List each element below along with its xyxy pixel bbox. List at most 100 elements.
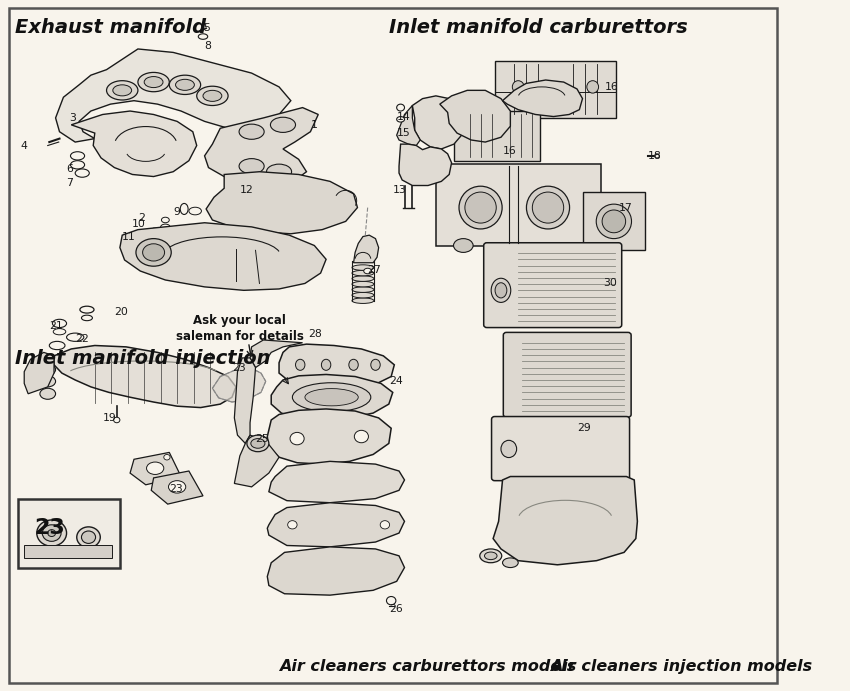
Text: 6: 6 (65, 164, 72, 174)
Polygon shape (397, 106, 420, 146)
Text: Ask your local
saleman for details: Ask your local saleman for details (176, 314, 303, 343)
FancyBboxPatch shape (491, 417, 630, 481)
Ellipse shape (352, 287, 374, 292)
Ellipse shape (397, 117, 405, 122)
Ellipse shape (143, 244, 165, 261)
Text: 1: 1 (310, 120, 317, 130)
Ellipse shape (321, 359, 331, 370)
Ellipse shape (290, 433, 304, 445)
Bar (24, 545, 112, 558)
Ellipse shape (164, 455, 170, 460)
Ellipse shape (502, 558, 518, 567)
Ellipse shape (305, 388, 358, 406)
Ellipse shape (287, 520, 298, 529)
Bar (18, 499, 120, 567)
Ellipse shape (348, 359, 358, 370)
Ellipse shape (352, 281, 374, 287)
Text: Inlet manifold injection: Inlet manifold injection (14, 349, 270, 368)
Ellipse shape (198, 34, 207, 39)
Ellipse shape (459, 186, 502, 229)
Text: 20: 20 (115, 307, 128, 317)
Text: 15: 15 (397, 128, 411, 138)
Ellipse shape (246, 435, 269, 452)
Ellipse shape (106, 81, 138, 100)
Ellipse shape (479, 549, 502, 562)
Text: 3: 3 (70, 113, 76, 123)
Text: 16: 16 (502, 146, 516, 156)
Ellipse shape (532, 192, 564, 223)
Ellipse shape (196, 86, 228, 106)
Polygon shape (267, 547, 405, 595)
Text: Inlet manifold carburettors: Inlet manifold carburettors (388, 18, 688, 37)
Ellipse shape (352, 276, 374, 281)
Ellipse shape (526, 186, 570, 229)
Polygon shape (493, 477, 638, 565)
Ellipse shape (82, 531, 95, 543)
Ellipse shape (454, 238, 473, 252)
Polygon shape (207, 172, 358, 234)
Ellipse shape (602, 210, 626, 233)
Ellipse shape (40, 364, 55, 375)
Ellipse shape (239, 124, 264, 140)
Text: 24: 24 (388, 377, 403, 386)
Ellipse shape (138, 73, 169, 92)
Ellipse shape (484, 552, 497, 560)
Ellipse shape (203, 91, 222, 102)
Polygon shape (269, 462, 405, 503)
Text: 27: 27 (368, 265, 382, 274)
Polygon shape (412, 96, 465, 149)
Ellipse shape (189, 207, 201, 215)
Ellipse shape (40, 376, 55, 387)
Ellipse shape (162, 217, 169, 223)
Ellipse shape (71, 161, 85, 169)
Polygon shape (354, 235, 378, 263)
Polygon shape (138, 227, 189, 257)
Text: 30: 30 (603, 278, 617, 288)
Ellipse shape (397, 104, 405, 111)
Ellipse shape (501, 440, 517, 457)
Text: Air cleaners carburettors models: Air cleaners carburettors models (279, 659, 576, 674)
Polygon shape (151, 471, 203, 504)
FancyBboxPatch shape (503, 332, 631, 417)
Ellipse shape (495, 283, 507, 298)
Ellipse shape (146, 462, 164, 475)
Ellipse shape (354, 430, 368, 443)
Text: 17: 17 (619, 202, 632, 213)
Text: Air cleaners injection models: Air cleaners injection models (550, 659, 812, 674)
Ellipse shape (113, 85, 132, 96)
Text: 28: 28 (308, 329, 322, 339)
Text: 7: 7 (65, 178, 72, 188)
Polygon shape (54, 346, 236, 408)
Polygon shape (439, 91, 510, 142)
Ellipse shape (296, 359, 305, 370)
Ellipse shape (42, 524, 61, 541)
Text: 2: 2 (138, 213, 145, 223)
Polygon shape (71, 111, 196, 176)
Ellipse shape (80, 306, 94, 313)
Polygon shape (279, 344, 394, 388)
Ellipse shape (654, 154, 660, 158)
Polygon shape (24, 352, 54, 394)
Ellipse shape (352, 265, 374, 270)
Text: 13: 13 (393, 185, 406, 196)
Ellipse shape (352, 292, 374, 298)
Ellipse shape (596, 204, 632, 238)
Ellipse shape (491, 278, 511, 303)
Polygon shape (267, 503, 405, 547)
Polygon shape (212, 368, 266, 402)
Text: Exhaust manifold: Exhaust manifold (14, 18, 206, 37)
Ellipse shape (380, 520, 389, 529)
Polygon shape (235, 358, 256, 444)
Ellipse shape (292, 383, 371, 412)
Polygon shape (271, 375, 393, 420)
Text: 16: 16 (604, 82, 618, 92)
Ellipse shape (76, 527, 100, 547)
Text: 12: 12 (240, 184, 253, 195)
FancyBboxPatch shape (495, 61, 616, 118)
Text: 5: 5 (203, 23, 210, 33)
Text: 18: 18 (648, 151, 661, 161)
Polygon shape (235, 435, 279, 487)
Ellipse shape (48, 529, 55, 536)
FancyBboxPatch shape (454, 111, 540, 161)
Ellipse shape (371, 359, 380, 370)
